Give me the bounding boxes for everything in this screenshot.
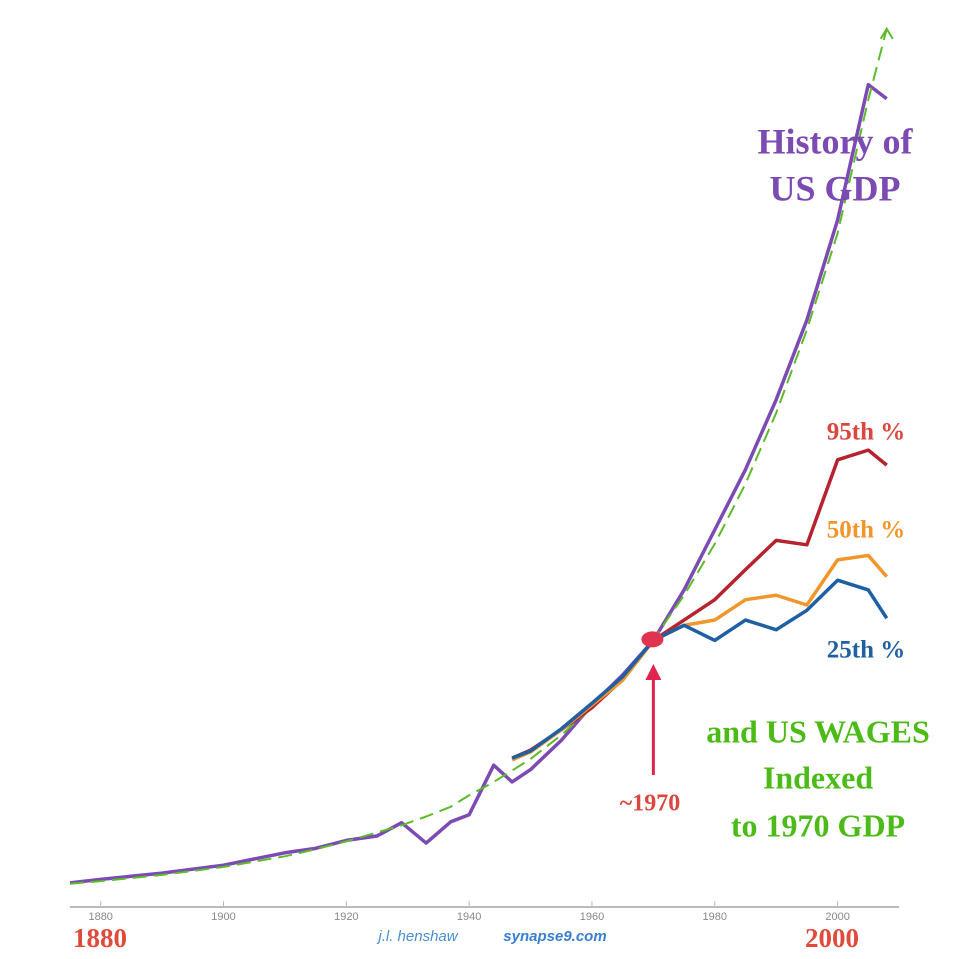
x-tick-label: 1900 [211, 911, 235, 923]
series-label: 25th % [827, 637, 905, 664]
annotation: 1880 [73, 923, 127, 953]
series-line [511, 448, 888, 760]
annotation: ~1970 [620, 791, 680, 817]
x-tick-label: 1920 [334, 911, 358, 923]
x-tick-label: 1980 [703, 911, 727, 923]
pivot-marker [641, 631, 664, 648]
series-label: 95th % [827, 419, 905, 446]
x-tick-label: 1940 [457, 911, 481, 923]
x-tick-label: 2000 [825, 911, 849, 923]
series-label: 50th % [827, 517, 905, 544]
annotation: j.l. henshaw [376, 928, 458, 945]
annotation: and US WAGES [706, 713, 930, 749]
x-tick-label: 1880 [88, 911, 112, 923]
series-line [69, 28, 888, 885]
annotation: History of [758, 121, 914, 161]
annotation: Indexed [763, 759, 873, 795]
x-tick-label: 1960 [580, 911, 604, 923]
series-line [511, 578, 889, 760]
annotation: synapse9.com [503, 928, 606, 945]
annotation: 2000 [805, 923, 859, 953]
series-line [69, 82, 888, 885]
annotation: US GDP [769, 168, 900, 208]
annotation: to 1970 GDP [731, 807, 905, 843]
trend-arrow [879, 26, 894, 40]
pivot-arrow-head [645, 664, 662, 680]
